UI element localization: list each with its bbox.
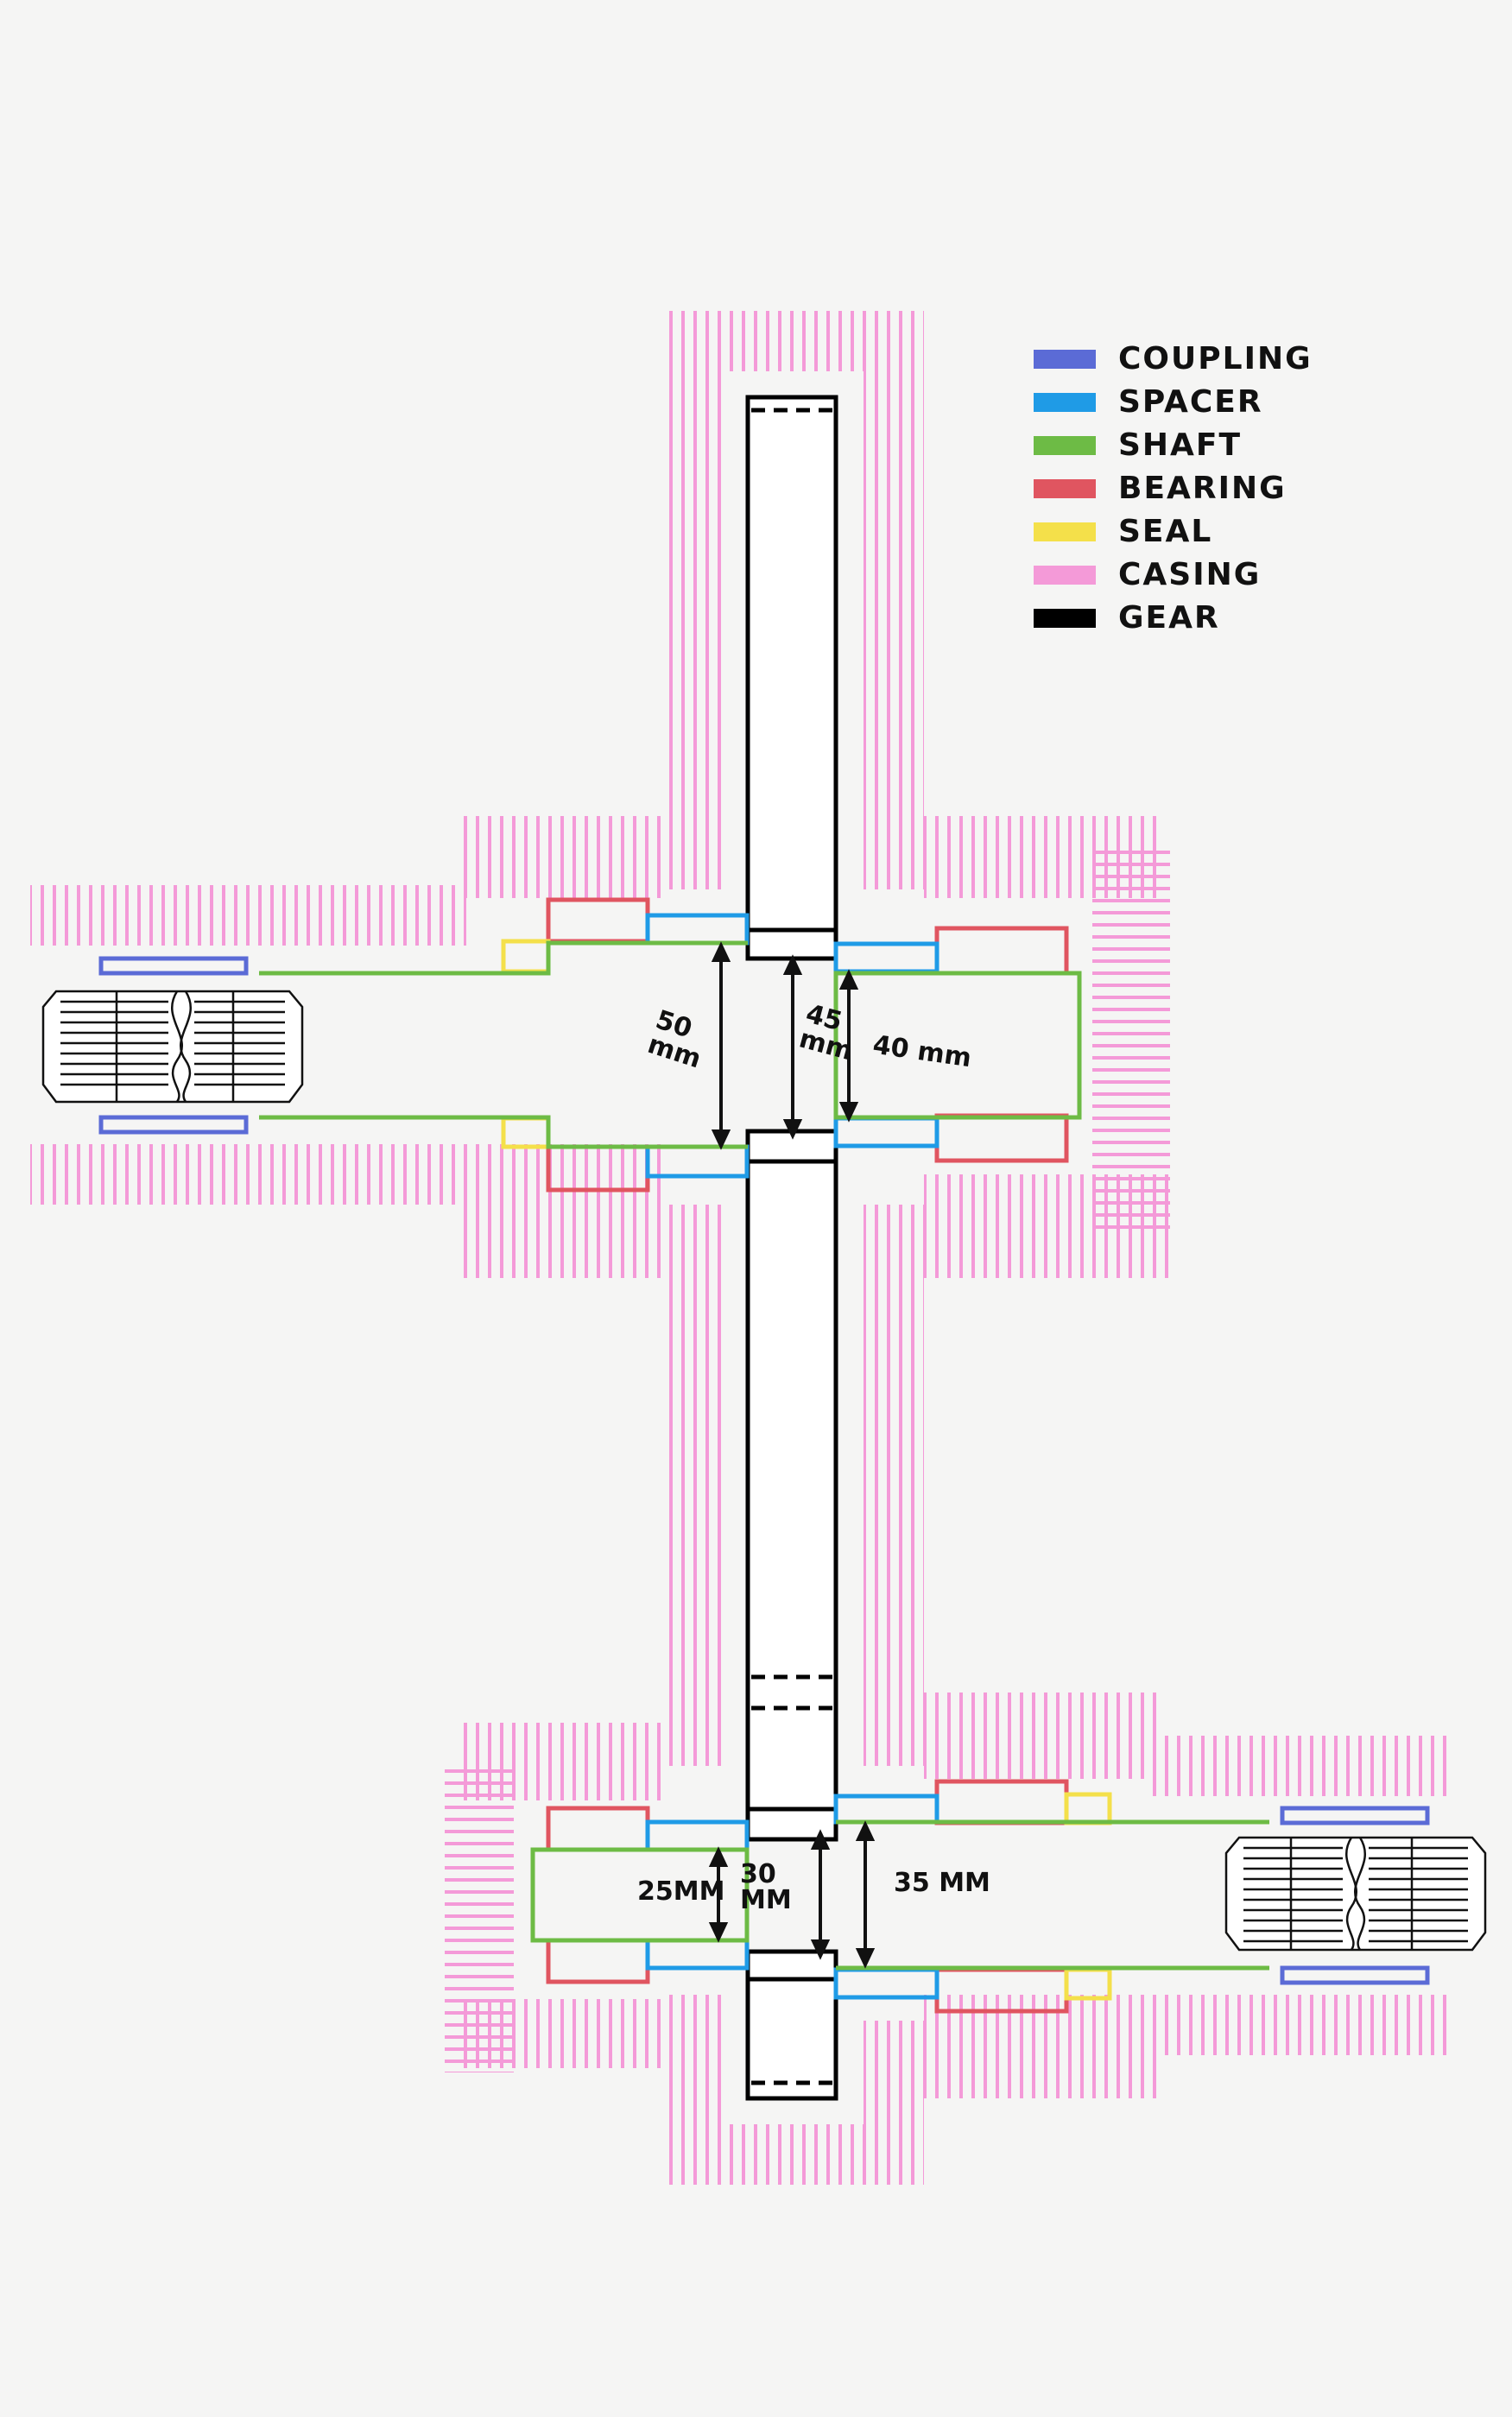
coupling-upper-bottom: [98, 1115, 249, 1135]
seal-upper-left-bottom: [501, 1116, 551, 1149]
casing-upper-left-step: [462, 816, 665, 898]
casing-upper-left-arm-bottom: [30, 1144, 466, 1205]
legend-label-shaft: SHAFT: [1118, 427, 1242, 463]
legend-label-spacer: SPACER: [1118, 384, 1263, 420]
dim-label-35mm: 35 MM: [894, 1868, 990, 1898]
legend-swatch-spacer: [1034, 393, 1096, 412]
dim-label-50mm: 50mm: [644, 1004, 713, 1074]
coupling-hub-lower-flex-right: [1354, 1837, 1366, 1951]
spacer-upper-right-bottom: [833, 1116, 939, 1148]
dim-arrowhead-45mm-bottom: [782, 1119, 803, 1140]
seal-upper-left-top: [501, 939, 551, 974]
spacer-upper-left-top: [645, 913, 750, 946]
legend-label-coupling: COUPLING: [1118, 341, 1313, 376]
casing-upper-left-arm-top: [30, 885, 466, 946]
dim-arrowhead-50mm-bottom: [711, 1129, 731, 1150]
dim-arrowhead-45mm-top: [782, 954, 803, 975]
bearing-lower-left-bottom: [546, 1938, 650, 1984]
bearing-upper-left-top: [546, 897, 650, 944]
bearing-upper-right-bottom: [934, 1113, 1069, 1163]
dim-label-45mm: 45mm: [796, 999, 863, 1067]
spacer-upper-right-top: [833, 941, 939, 974]
dim-arrowhead-30mm-bottom: [810, 1939, 831, 1960]
legend-swatch-coupling: [1034, 350, 1096, 369]
coupling-hub-lower: [1224, 1836, 1487, 1952]
dim-arrowhead-40mm-top: [838, 969, 859, 990]
spacer-lower-left-bottom: [645, 1938, 750, 1971]
dim-label-30mm: 30 MM: [740, 1859, 792, 1915]
casing-lower-left-step-low: [462, 1999, 665, 2068]
coupling-hub-lower-flex-left: [1345, 1837, 1357, 1951]
casing-upper-right-step-low: [924, 1174, 1170, 1278]
coupling-hub-upper-flex-right: [180, 990, 192, 1103]
legend-swatch-gear: [1034, 609, 1096, 628]
shaft-upper-left: [259, 940, 748, 976]
gear-bottom: [745, 1949, 838, 2101]
bearing-upper-right-top: [934, 926, 1069, 976]
legend-swatch-seal: [1034, 522, 1096, 541]
gear-middle: [745, 1129, 838, 1842]
casing-middle-right-wall: [864, 1205, 924, 1766]
legend: COUPLING SPACER SHAFT BEARING SEAL CASING GEAR: [1034, 341, 1313, 636]
legend-swatch-bearing: [1034, 479, 1096, 498]
dim-arrowhead-40mm-bottom: [838, 1102, 859, 1123]
dim-arrowhead-35mm-bottom: [855, 1948, 876, 1969]
shaft-lower-left: [530, 1847, 750, 1943]
casing-bottom-cap: [663, 2124, 924, 2185]
coupling-lower-bottom: [1280, 1965, 1430, 1985]
spacer-lower-left-top: [645, 1819, 750, 1852]
lower-shaft-assembly: [530, 1779, 1430, 2014]
dim-arrowhead-25mm-bottom: [708, 1922, 729, 1943]
casing-lower-right-arm-bottom: [1148, 1995, 1455, 2055]
shaft-upper-left-lower: [259, 1115, 748, 1149]
casing: [30, 311, 1455, 2185]
casing-upper-right-wall: [864, 311, 924, 889]
dim-arrowhead-50mm-top: [711, 941, 731, 962]
seal-lower-right-bottom: [1064, 1967, 1112, 2001]
legend-label-gear: GEAR: [1118, 600, 1220, 636]
casing-upper-left-wall: [663, 311, 724, 889]
dim-label-40mm: 40 mm: [871, 1030, 973, 1074]
casing-middle-left-wall: [663, 1205, 724, 1766]
casing-top-cap: [663, 311, 924, 371]
casing-lower-right-arm-top: [1148, 1736, 1455, 1796]
coupling-hub-upper: [41, 990, 304, 1104]
dim-arrowhead-35mm-top: [855, 1820, 876, 1841]
gear-top: [745, 395, 838, 961]
spacer-lower-right-top: [833, 1794, 939, 1825]
casing-upper-right-end: [1092, 846, 1170, 1235]
coupling-hub-upper-flex-left: [171, 990, 183, 1103]
legend-swatch-casing: [1034, 566, 1096, 585]
casing-lower-right-step: [924, 1693, 1157, 1779]
upper-shaft-assembly: [98, 897, 1082, 1193]
dim-arrowhead-30mm-top: [810, 1829, 831, 1850]
dimension-arrows: [708, 941, 876, 1969]
casing-upper-left-step-low: [462, 1144, 665, 1278]
spacer-lower-right-bottom: [833, 1967, 939, 2000]
shaft-upper-right: [833, 971, 1082, 1120]
dim-label-25mm: 25MM: [637, 1876, 724, 1907]
seal-lower-right-top: [1064, 1792, 1112, 1825]
legend-label-seal: SEAL: [1118, 514, 1212, 549]
coupling-upper-top: [98, 956, 249, 976]
dim-arrowhead-25mm-top: [708, 1846, 729, 1867]
legend-label-casing: CASING: [1118, 557, 1261, 592]
legend-swatch-shaft: [1034, 436, 1096, 455]
bearing-lower-right-top: [934, 1779, 1069, 1825]
legend-label-bearing: BEARING: [1118, 471, 1287, 506]
coupling-lower-top: [1280, 1806, 1430, 1825]
bearing-lower-left-top: [546, 1806, 650, 1852]
